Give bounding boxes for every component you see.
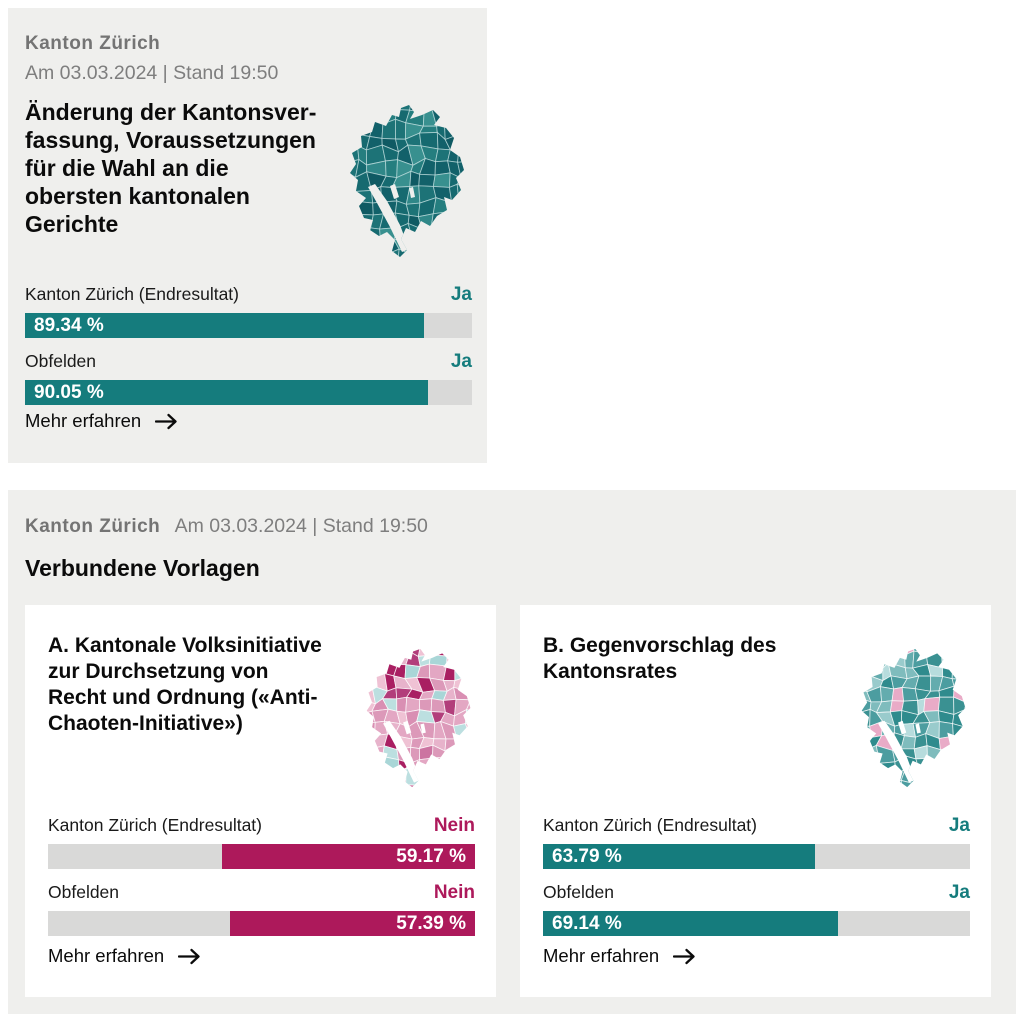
result-row: Kanton Zürich (Endresultat) Ja 63.79 % (543, 813, 970, 869)
result-percentage: 63.79 % (552, 845, 622, 867)
result-row: Kanton Zürich (Endresultat) Nein 59.17 % (48, 813, 475, 869)
related-cards-row: A. Kantonale Volksinitiative zur Durchse… (25, 605, 991, 997)
mehr-erfahren-label: Mehr erfahren (48, 945, 165, 966)
result-bar-fill: 59.17 % (222, 844, 475, 869)
result-verdict: Ja (450, 351, 472, 372)
result-verdict: Ja (948, 882, 970, 903)
result-region-label: Obfelden (25, 351, 97, 371)
mehr-erfahren-link[interactable]: Mehr erfahren (25, 410, 178, 432)
canton-zuerich-map (849, 647, 969, 789)
canton-zuerich-map (337, 103, 467, 259)
result-row: Obfelden Ja 69.14 % (543, 880, 970, 936)
result-region-label: Obfelden (543, 882, 615, 902)
result-bar: 89.34 % (25, 313, 472, 338)
arrow-right-icon (178, 948, 201, 965)
mehr-erfahren-link[interactable]: Mehr erfahren (48, 945, 201, 967)
canton-zuerich-map (354, 647, 474, 789)
mehr-erfahren-link[interactable]: Mehr erfahren (543, 945, 696, 967)
main-result-card: Kanton Zürich Am 03.03.2024 | Stand 19:5… (8, 8, 487, 463)
result-region-label: Kanton Zürich (Endresultat) (25, 284, 239, 304)
vorlage-card-a: A. Kantonale Volksinitiative zur Durchse… (25, 605, 496, 997)
results-list: Kanton Zürich (Endresultat) Nein 59.17 %… (48, 813, 475, 947)
vorlage-card-b: B. Gegenvorschlag des Kantonsrates Kanto… (520, 605, 991, 997)
result-row: Obfelden Ja 90.05 % (25, 349, 472, 405)
result-bar-fill: 63.79 % (543, 844, 816, 869)
result-region-label: Kanton Zürich (Endresultat) (543, 815, 757, 835)
results-list: Kanton Zürich (Endresultat) Ja 89.34 % O… (25, 282, 472, 416)
result-verdict: Nein (433, 815, 475, 836)
result-verdict: Nein (433, 882, 475, 903)
result-bar-fill: 89.34 % (25, 313, 425, 338)
related-section: Kanton Zürich Am 03.03.2024 | Stand 19:5… (8, 490, 1016, 1014)
result-bar-fill: 69.14 % (543, 911, 839, 936)
vote-title: B. Gegenvorschlag des Kantonsrates (543, 634, 777, 683)
result-verdict: Ja (948, 815, 970, 836)
result-bar-fill: 57.39 % (229, 911, 475, 936)
result-bar: 57.39 % (48, 911, 475, 936)
region-kicker: Kanton Zürich (25, 516, 161, 537)
date-status-line: Am 03.03.2024 | Stand 19:50 (25, 62, 279, 84)
mehr-erfahren-label: Mehr erfahren (543, 945, 660, 966)
result-bar: 69.14 % (543, 911, 970, 936)
result-bar: 59.17 % (48, 844, 475, 869)
result-row: Kanton Zürich (Endresultat) Ja 89.34 % (25, 282, 472, 338)
related-header: Kanton Zürich Am 03.03.2024 | Stand 19:5… (25, 515, 1016, 538)
results-list: Kanton Zürich (Endresultat) Ja 63.79 % O… (543, 813, 970, 947)
related-heading: Verbundene Vorlagen (25, 555, 260, 581)
result-bar-fill: 90.05 % (25, 380, 428, 405)
result-region-label: Kanton Zürich (Endresultat) (48, 815, 262, 835)
arrow-right-icon (155, 413, 178, 430)
region-kicker: Kanton Zürich (25, 33, 161, 54)
arrow-right-icon (673, 948, 696, 965)
result-region-label: Obfelden (48, 882, 120, 902)
date-status-line: Am 03.03.2024 | Stand 19:50 (174, 515, 428, 537)
result-row: Obfelden Nein 57.39 % (48, 880, 475, 936)
result-percentage: 57.39 % (396, 912, 466, 934)
result-percentage: 90.05 % (34, 381, 104, 403)
result-percentage: 69.14 % (552, 912, 622, 934)
mehr-erfahren-label: Mehr erfahren (25, 410, 142, 431)
result-bar: 90.05 % (25, 380, 472, 405)
result-verdict: Ja (450, 284, 472, 305)
result-percentage: 89.34 % (34, 314, 104, 336)
result-percentage: 59.17 % (396, 845, 466, 867)
result-bar: 63.79 % (543, 844, 970, 869)
vote-title: Änderung der Kantonsver­fassung, Vorauss… (25, 99, 317, 237)
vote-title: A. Kantonale Volksinitiative zur Durchse… (48, 634, 322, 735)
